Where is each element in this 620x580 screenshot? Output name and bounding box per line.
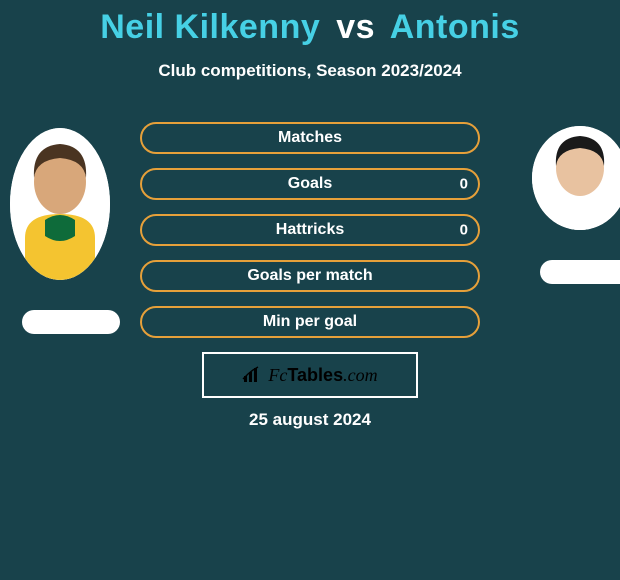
player1-avatar — [10, 128, 110, 280]
stat-label: Min per goal — [263, 313, 357, 331]
brand-box: FcTables.com — [202, 352, 418, 398]
stat-row-goals: Goals 0 — [140, 168, 480, 200]
stat-label: Goals per match — [247, 267, 372, 285]
brand-part3: .com — [343, 365, 378, 385]
stat-row-hattricks: Hattricks 0 — [140, 214, 480, 246]
date-text: 25 august 2024 — [249, 410, 371, 430]
player2-avatar — [532, 126, 620, 230]
stat-value-right: 0 — [460, 176, 468, 193]
stat-label: Matches — [278, 129, 342, 147]
brand-part1: Fc — [268, 365, 287, 385]
brand-text: FcTables.com — [268, 365, 377, 386]
title-player1: Neil Kilkenny — [100, 8, 320, 46]
bar-chart-icon — [242, 366, 264, 384]
subtitle: Club competitions, Season 2023/2024 — [0, 61, 620, 81]
comparison-card: Neil Kilkenny vs Antonis Club competitio… — [0, 0, 620, 580]
title-player2: Antonis — [390, 8, 520, 46]
stat-row-matches: Matches — [140, 122, 480, 154]
page-title: Neil Kilkenny vs Antonis — [0, 0, 620, 47]
brand-part2: Tables — [287, 365, 343, 385]
stat-label: Hattricks — [276, 221, 344, 239]
stat-label: Goals — [288, 175, 332, 193]
stat-row-min-per-goal: Min per goal — [140, 306, 480, 338]
title-vs: vs — [336, 8, 375, 46]
stat-row-goals-per-match: Goals per match — [140, 260, 480, 292]
player2-portrait — [532, 126, 620, 230]
stats-bars: Matches Goals 0 Hattricks 0 Goals per ma… — [140, 122, 480, 352]
player1-country-pill — [22, 310, 120, 334]
stat-value-right: 0 — [460, 222, 468, 239]
player1-portrait — [10, 128, 110, 280]
player2-country-pill — [540, 260, 620, 284]
